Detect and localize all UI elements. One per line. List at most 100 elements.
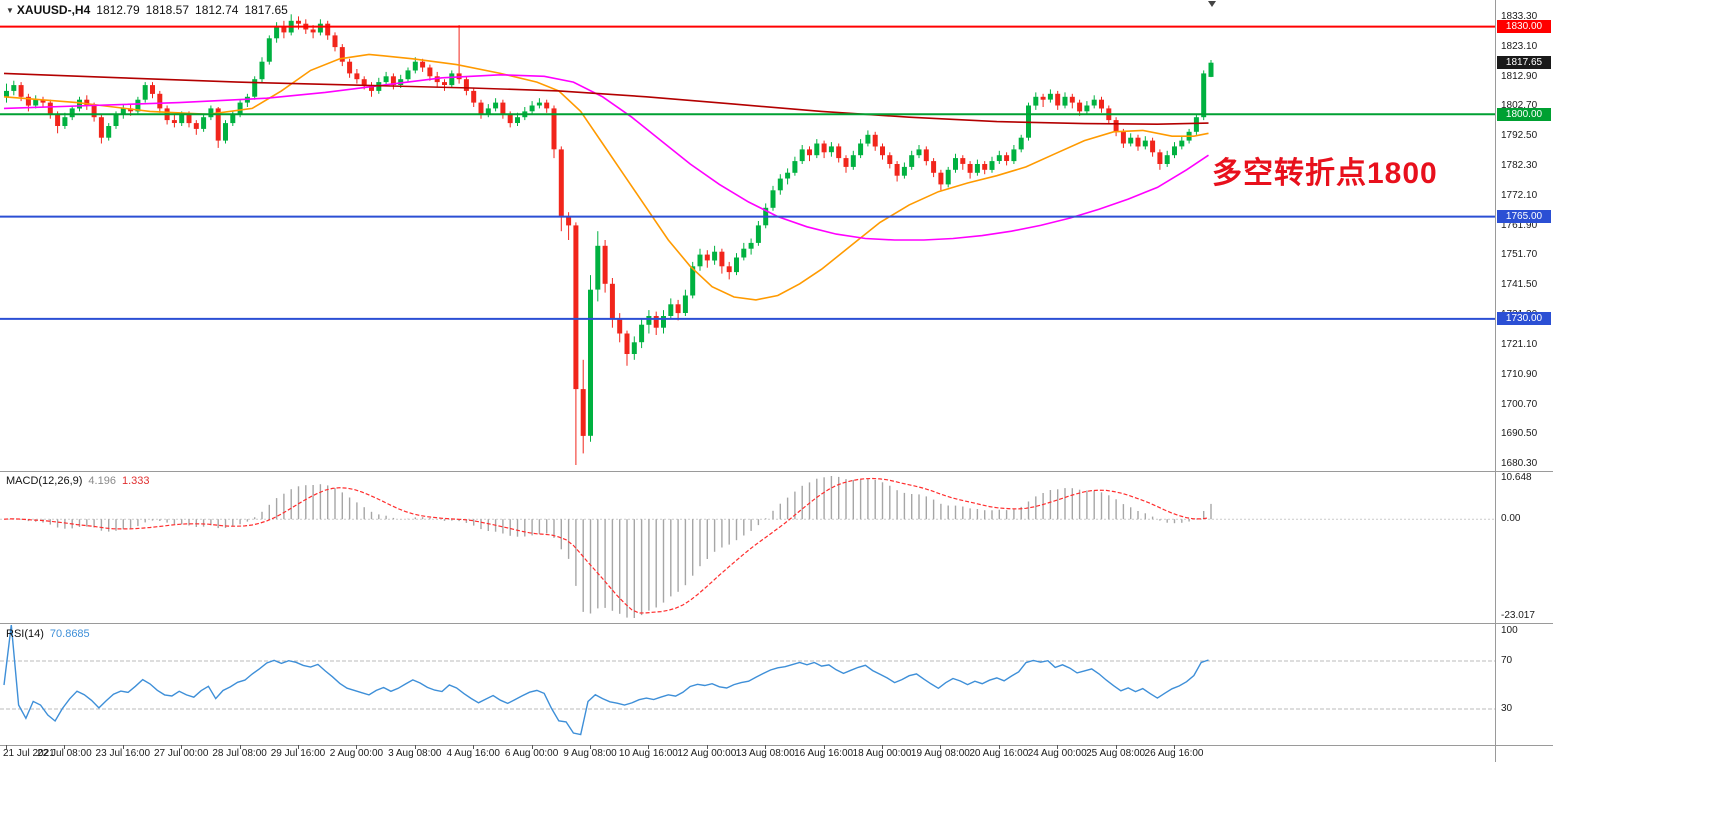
quote-high: 1818.57	[145, 3, 190, 17]
time-tick	[648, 745, 650, 749]
price-tick-label: 1772.10	[1501, 189, 1538, 201]
macd-axis-min: -23.017	[1501, 610, 1535, 621]
time-tick	[940, 745, 942, 749]
time-tick	[590, 745, 591, 749]
time-tick	[1174, 745, 1175, 749]
price-tick-label: 1823.10	[1501, 40, 1538, 52]
time-label: 18 Aug 00:00	[852, 748, 912, 759]
rsi-axis-70: 70	[1501, 655, 1513, 666]
time-label: 6 Aug 00:00	[504, 748, 559, 759]
time-label: 24 Aug 00:00	[1027, 748, 1087, 759]
price-tick-label: 1751.70	[1501, 249, 1538, 261]
price-tick-label: 1833.30	[1501, 10, 1538, 22]
rsi-line	[3, 625, 1209, 736]
price-tick-label: 1700.70	[1501, 398, 1538, 410]
macd-signal-value: 1.333	[121, 475, 150, 487]
time-tick	[122, 745, 124, 749]
price-tick-label: 1792.50	[1501, 130, 1538, 142]
time-label: 20 Aug 16:00	[969, 748, 1029, 759]
rsi-label: RSI(14) 70.8685	[6, 628, 90, 640]
time-tick	[414, 745, 416, 749]
time-tick	[531, 745, 533, 749]
time-tick	[998, 745, 1000, 749]
time-label: 19 Aug 08:00	[910, 748, 970, 759]
pane-separator-rsi[interactable]	[0, 623, 1553, 624]
price-tick-label: 1812.90	[1501, 70, 1538, 82]
time-tick	[356, 745, 358, 749]
time-tick	[473, 745, 475, 749]
price-tick-label: 1710.90	[1501, 368, 1538, 380]
time-tick	[706, 745, 708, 749]
time-tick	[181, 745, 183, 749]
time-tick	[298, 745, 299, 749]
price-tick-label: 1802.70	[1501, 100, 1538, 112]
ma-fast-orange	[3, 53, 1209, 301]
time-label: 2 Aug 00:00	[329, 748, 384, 759]
annotation-text: 多空转折点1800	[1212, 157, 1438, 190]
ma-mid-magenta	[3, 73, 1209, 241]
time-label: 23 Jul 16:00	[95, 748, 151, 759]
time-tick	[765, 745, 767, 749]
price-tick-label: 1782.30	[1501, 160, 1538, 172]
time-label: 21 Jul 2021	[3, 748, 55, 759]
macd-axis-zero: 0.00	[1501, 513, 1521, 525]
quote-ohlc: 1812.79 1818.57 1812.74 1817.65	[90, 3, 288, 17]
quote-open: 1812.79	[96, 3, 140, 17]
price-tick-label: 1761.90	[1501, 219, 1538, 231]
time-tick	[64, 745, 66, 749]
time-label: 16 Aug 16:00	[794, 748, 854, 759]
chart-shift-marker-icon[interactable]	[1208, 1, 1216, 7]
quote-low: 1812.74	[195, 3, 239, 17]
price-tick-label: 1721.10	[1501, 338, 1538, 350]
time-tick	[823, 745, 825, 749]
price-badge-support-1765: 1765.00	[1497, 210, 1551, 224]
time-label: 25 Aug 08:00	[1086, 748, 1146, 759]
time-label: 22 Jul 08:00	[37, 748, 92, 759]
rsi-axis-100: 100	[1501, 625, 1518, 636]
price-tick-label: 1690.50	[1501, 428, 1538, 440]
macd-axis-max: 10.648	[1501, 472, 1532, 483]
time-tick	[1115, 745, 1117, 749]
time-label: 29 Jul 16:00	[270, 748, 326, 759]
time-tick	[6, 745, 7, 749]
rsi-name: RSI(14)	[6, 628, 44, 640]
time-tick	[239, 745, 241, 749]
ma-slow-red	[3, 72, 1209, 126]
pane-separator-macd[interactable]	[0, 471, 1553, 472]
time-label: 9 Aug 08:00	[563, 748, 617, 759]
time-tick	[882, 745, 883, 749]
price-axis-separator	[1495, 0, 1496, 762]
macd-signal-line	[3, 477, 1209, 614]
price-badge-pivot-1800: 1800.00	[1497, 107, 1551, 121]
quote-close: 1817.65	[244, 3, 288, 17]
price-tick-label: 1741.50	[1501, 279, 1538, 291]
time-label: 3 Aug 08:00	[388, 748, 442, 759]
price-badge-current-quote: 1817.65	[1497, 56, 1551, 70]
price-axis[interactable]: 1833.30 1823.10 1812.90 1802.70 1792.50 1782.…	[1496, 0, 1558, 762]
time-label: 12 Aug 00:00	[677, 748, 737, 759]
price-badge-support-1730: 1730.00	[1497, 312, 1551, 326]
price-tick-label: 1680.30	[1501, 458, 1538, 470]
rsi-value: 70.8685	[49, 628, 90, 640]
rsi-pane[interactable]	[0, 625, 1495, 745]
time-label: 10 Aug 16:00	[618, 748, 678, 759]
macd-pane[interactable]	[0, 472, 1495, 622]
time-tick	[1057, 745, 1059, 749]
time-label: 28 Jul 08:00	[212, 748, 267, 759]
rsi-axis-30: 30	[1501, 703, 1513, 714]
time-label: 13 Aug 08:00	[735, 748, 795, 759]
time-label: 4 Aug 16:00	[446, 748, 500, 759]
candles	[4, 14, 1214, 465]
time-axis-separator	[0, 745, 1553, 746]
price-pane[interactable]	[0, 0, 1495, 470]
macd-label: MACD(12,26,9) 4.196 1.333	[6, 475, 149, 487]
time-label: 27 Jul 00:00	[153, 748, 209, 759]
macd-name: MACD(12,26,9)	[6, 475, 83, 487]
chart-title: ▼ XAUUSD-,H4 1812.79 1818.57 1812.74 1817.65	[6, 3, 288, 17]
symbol-marker-icon: ▼	[6, 6, 14, 15]
macd-histogram	[13, 476, 1212, 618]
price-badge-resistance-1830: 1830.00	[1497, 20, 1551, 34]
time-label: 26 Aug 16:00	[1144, 748, 1204, 759]
macd-main-value: 4.196	[88, 475, 116, 487]
